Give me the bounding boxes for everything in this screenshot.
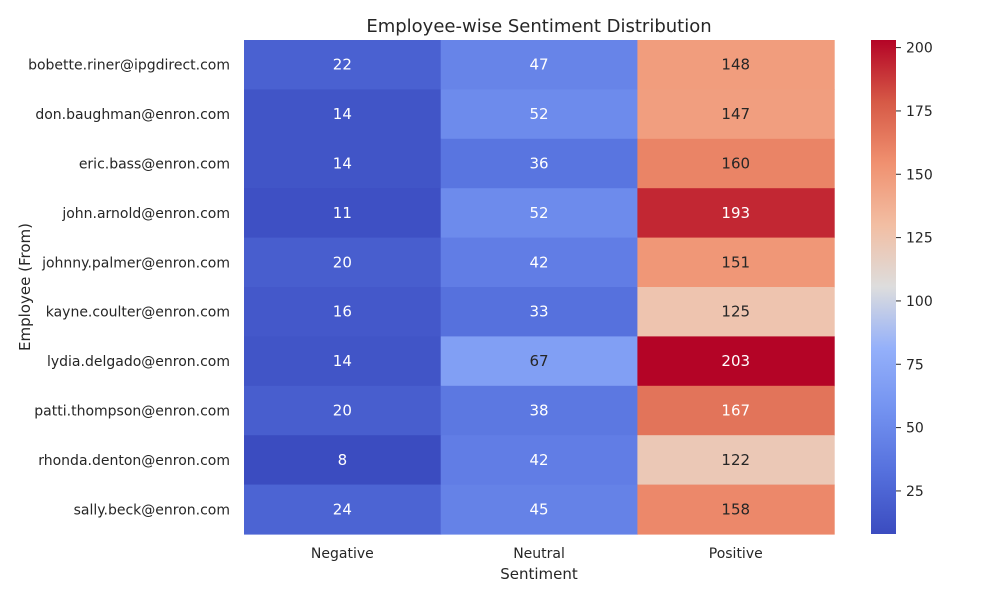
heatmap-cell [244,287,442,337]
cell-value-label: 148 [721,56,750,74]
heatmap-cell [440,188,638,239]
heatmap-cell [637,484,835,535]
cell-value-label: 33 [530,303,549,321]
heatmap-cell [637,385,835,436]
heatmap-cell [440,484,638,535]
colorbar-tick-label: 125 [906,231,933,247]
heatmap-cell [440,385,638,436]
colorbar-tick-label: 50 [906,421,924,437]
y-tick-label: patti.thompson@enron.com [34,404,230,420]
heatmap-cell [637,89,835,140]
cell-value-label: 122 [721,451,750,469]
y-axis-label: Employee (From) [16,223,34,351]
heatmap-cell [637,138,835,189]
y-tick-label: don.baughman@enron.com [35,107,230,123]
cell-value-label: 20 [333,253,352,271]
cell-value-label: 38 [530,402,549,420]
heatmap-cell [244,188,442,239]
heatmap-cell [637,435,835,486]
cell-value-label: 203 [721,352,750,370]
cell-value-label: 24 [333,500,352,518]
cell-value-label: 151 [721,253,750,271]
heatmap-cell [440,435,638,486]
heatmap-cell [244,385,442,436]
cell-value-label: 67 [530,352,549,370]
cell-value-label: 14 [333,155,352,173]
heatmap-cell [440,40,638,90]
cell-value-label: 125 [721,303,750,321]
cell-value-label: 16 [333,303,352,321]
y-tick-label: johnny.palmer@enron.com [41,255,230,271]
heatmap-cell [244,237,442,288]
heatmap-cell [440,336,638,387]
y-tick-label: john.arnold@enron.com [61,206,230,222]
y-tick-labels: bobette.riner@ipgdirect.com don.baughman@… [28,58,230,519]
cell-value-label: 22 [333,56,352,74]
heatmap-cell [637,287,835,337]
cell-value-label: 52 [530,105,549,123]
heatmap-cell [637,336,835,387]
heatmap-cell [440,237,638,288]
heatmap-cell [637,40,835,90]
cell-value-label: 14 [333,352,352,370]
cell-value-label: 8 [338,451,348,469]
cell-value-label: 147 [721,105,750,123]
heatmap-cell [637,188,835,239]
cell-value-label: 160 [721,155,750,173]
cell-value-label: 20 [333,402,352,420]
colorbar-tick-label: 100 [906,294,933,310]
x-tick-label: Positive [709,546,763,562]
heatmap-cell [244,138,442,189]
y-tick-label: bobette.riner@ipgdirect.com [28,58,230,74]
x-axis-label: Sentiment [500,565,578,583]
cell-value-label: 45 [530,500,549,518]
colorbar-tick-label: 25 [906,484,924,500]
x-tick-label: Negative [311,546,374,562]
colorbar-tick-label: 175 [906,104,933,120]
colorbar-tick-label: 200 [906,41,933,57]
heatmap-cell [244,40,442,90]
heatmap-cell [244,435,442,486]
heatmap-cell [637,237,835,288]
cell-value-label: 11 [333,204,352,222]
colorbar-tick-label: 75 [906,357,924,373]
colorbar-gradient [871,40,896,534]
colorbar-tick-label: 150 [906,167,933,183]
y-tick-label: lydia.delgado@enron.com [47,354,230,370]
chart-title: Employee-wise Sentiment Distribution [366,16,711,37]
cell-value-label: 52 [530,204,549,222]
heatmap-cell [440,287,638,337]
y-tick-label: eric.bass@enron.com [79,157,230,173]
heatmap-cell [440,89,638,140]
cell-value-label: 42 [530,253,549,271]
cell-value-label: 193 [721,204,750,222]
heatmap-cell [244,336,442,387]
x-tick-labels: Negative Neutral Positive [311,546,763,562]
cell-value-label: 167 [721,402,750,420]
y-tick-label: rhonda.denton@enron.com [38,453,230,469]
x-tick-label: Neutral [513,546,565,562]
heatmap-cell [244,484,442,535]
cell-value-label: 36 [530,155,549,173]
y-tick-label: sally.beck@enron.com [74,502,230,518]
cell-value-label: 47 [530,56,549,74]
heatmap-cell [244,89,442,140]
cell-value-label: 14 [333,105,352,123]
cell-value-label: 42 [530,451,549,469]
y-tick-label: kayne.coulter@enron.com [46,305,230,321]
heatmap-cell [440,138,638,189]
colorbar: 25 50 75 100 125 150 175 200 [871,40,933,534]
cell-value-label: 158 [721,500,750,518]
